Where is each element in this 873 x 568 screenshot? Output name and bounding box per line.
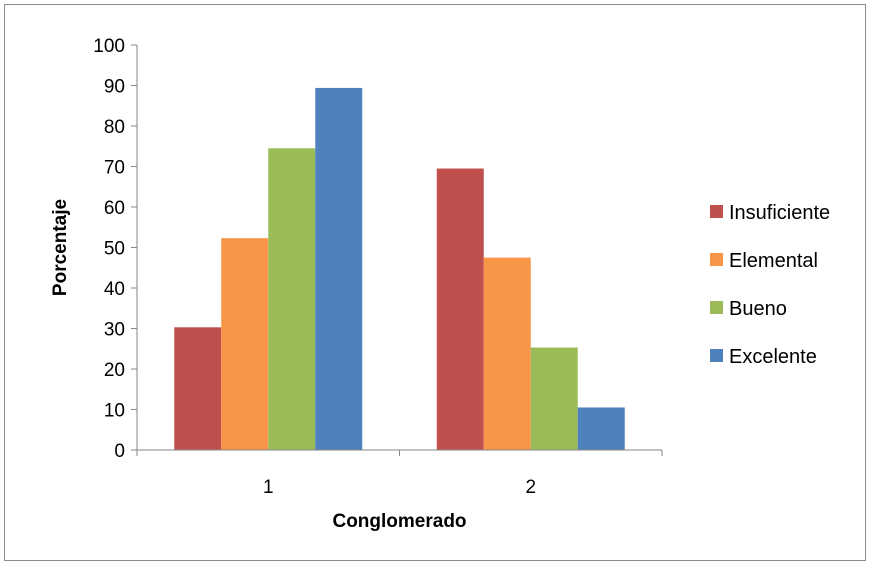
legend-swatch-insuficiente [710, 205, 723, 218]
legend-label-elemental: Elemental [729, 250, 818, 272]
bar-excelente-2 [577, 407, 625, 450]
chart-frame [4, 4, 866, 561]
y-tick-label: 30 [104, 320, 125, 341]
y-tick-label: 100 [93, 36, 125, 57]
y-tick-label: 10 [104, 401, 125, 422]
legend-label-excelente: Excelente [729, 346, 817, 368]
bar-bueno-2 [530, 347, 578, 450]
bar-elemental-2 [483, 257, 531, 450]
y-tick-label: 70 [104, 158, 125, 179]
bar-insuficiente-2 [436, 168, 484, 450]
y-tick-label: 90 [104, 77, 125, 98]
y-tick-label: 20 [104, 360, 125, 381]
legend-label-insuficiente: Insuficiente [729, 202, 830, 224]
bar-excelente-1 [315, 87, 363, 451]
bar-insuficiente-1 [174, 327, 222, 450]
x-tick-label: 1 [263, 477, 274, 498]
y-tick-label: 80 [104, 117, 125, 138]
y-tick-label: 0 [114, 441, 125, 462]
y-axis-title: Porcentaje [50, 199, 71, 296]
bar-bueno-1 [268, 148, 316, 450]
legend: Insuficiente Elemental Bueno Excelente [710, 202, 830, 368]
legend-swatch-excelente [710, 349, 723, 362]
bar-elemental-1 [221, 238, 269, 450]
x-axis-title: Conglomerado [332, 511, 466, 532]
x-tick-label: 2 [525, 477, 536, 498]
legend-swatch-bueno [710, 301, 723, 314]
y-tick-label: 40 [104, 279, 125, 300]
legend-label-bueno: Bueno [729, 298, 787, 320]
bars [174, 87, 625, 451]
y-axis-ticks: 0 10 20 30 40 50 60 70 80 90 100 [93, 36, 137, 462]
y-tick-label: 50 [104, 239, 125, 260]
y-tick-label: 60 [104, 198, 125, 219]
legend-swatch-elemental [710, 253, 723, 266]
